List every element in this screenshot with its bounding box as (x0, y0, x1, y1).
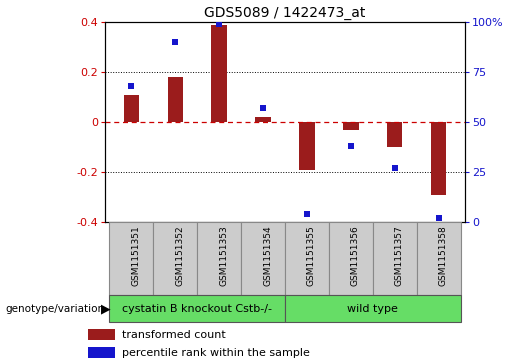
Bar (417, 222, 460, 295)
Text: GSM1151357: GSM1151357 (395, 226, 404, 286)
Point (303, 211, 311, 217)
Bar (88, 347, 114, 358)
Text: GSM1151353: GSM1151353 (219, 226, 228, 286)
Bar (124, 94, 139, 122)
Bar (373, 222, 417, 295)
Text: GSM1151358: GSM1151358 (439, 226, 448, 286)
Bar (109, 295, 285, 322)
Bar (431, 122, 447, 195)
Bar (255, 117, 271, 122)
Bar (109, 222, 153, 295)
Text: cystatin B knockout Cstb-/-: cystatin B knockout Cstb-/- (122, 303, 272, 314)
Bar (167, 77, 183, 122)
Text: genotype/variation: genotype/variation (5, 303, 104, 314)
Text: ▶: ▶ (101, 302, 111, 315)
Point (391, 165, 399, 171)
Text: GSM1151355: GSM1151355 (307, 226, 316, 286)
Bar (88, 329, 114, 340)
Point (259, 105, 267, 111)
Text: percentile rank within the sample: percentile rank within the sample (123, 348, 310, 358)
Title: GDS5089 / 1422473_at: GDS5089 / 1422473_at (204, 5, 366, 20)
Text: GSM1151354: GSM1151354 (263, 226, 272, 286)
Point (171, 39, 179, 45)
Text: GSM1151352: GSM1151352 (175, 226, 184, 286)
Text: transformed count: transformed count (123, 330, 226, 340)
Bar (329, 222, 373, 295)
Bar (212, 24, 227, 122)
Bar (285, 295, 460, 322)
Point (347, 143, 355, 149)
Bar (197, 222, 241, 295)
Bar (387, 122, 402, 147)
Bar (241, 222, 285, 295)
Text: wild type: wild type (347, 303, 398, 314)
Point (127, 83, 135, 89)
Text: GSM1151351: GSM1151351 (131, 226, 141, 286)
Text: GSM1151356: GSM1151356 (351, 226, 360, 286)
Bar (343, 122, 358, 130)
Point (215, 21, 224, 27)
Bar (153, 222, 197, 295)
Bar (285, 222, 329, 295)
Point (435, 215, 443, 221)
Bar (299, 122, 315, 170)
